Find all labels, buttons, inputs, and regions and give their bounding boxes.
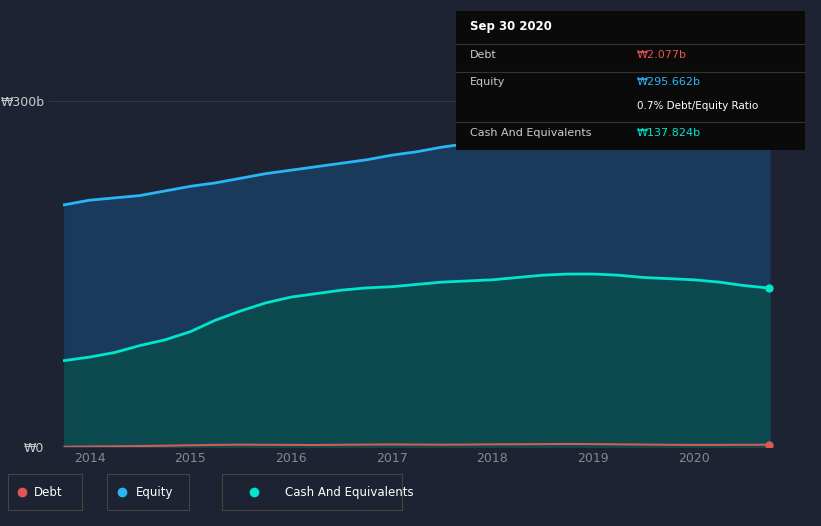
Text: Debt: Debt [34,486,62,499]
Text: ₩2.077b: ₩2.077b [637,49,687,59]
Text: ₩295.662b: ₩295.662b [637,77,701,87]
Text: ₩137.824b: ₩137.824b [637,128,701,138]
Text: Debt: Debt [470,49,497,59]
Text: Equity: Equity [470,77,505,87]
Text: 0.7% Debt/Equity Ratio: 0.7% Debt/Equity Ratio [637,101,759,111]
Text: Sep 30 2020: Sep 30 2020 [470,21,552,33]
Text: Cash And Equivalents: Cash And Equivalents [470,128,591,138]
Text: Cash And Equivalents: Cash And Equivalents [285,486,414,499]
Text: Equity: Equity [135,486,173,499]
